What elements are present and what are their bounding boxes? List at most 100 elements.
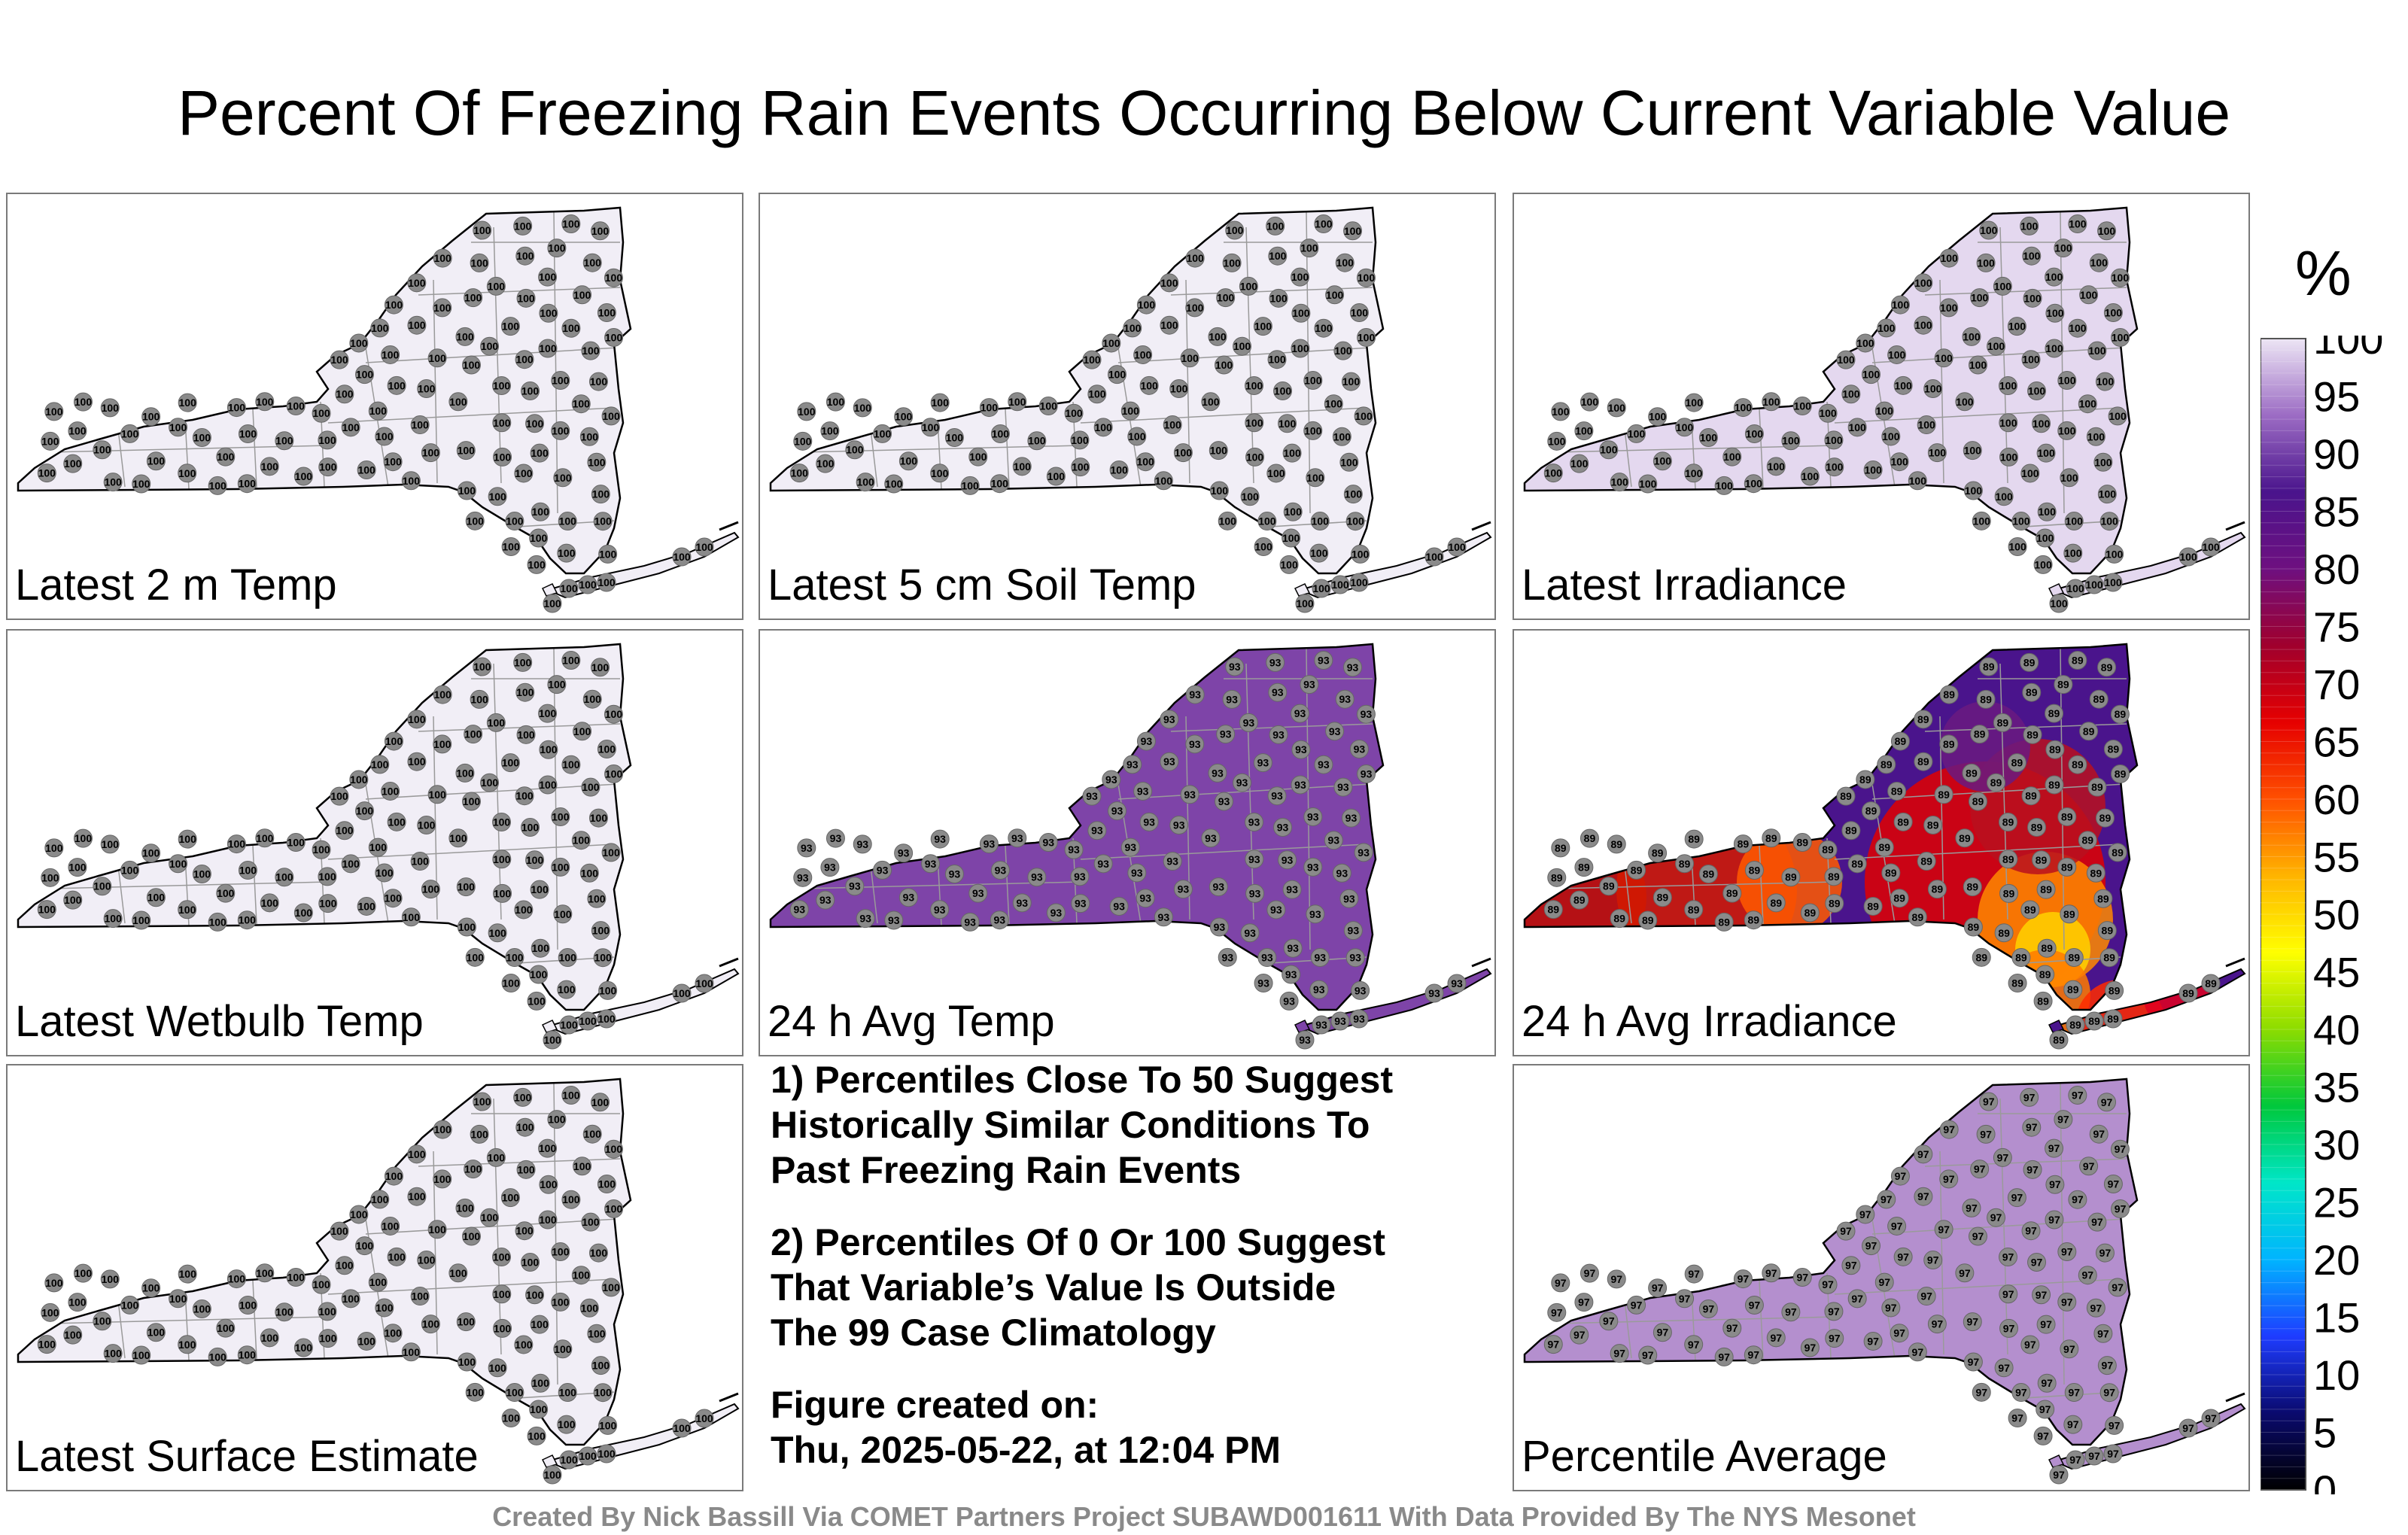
station-marker: 89 xyxy=(2068,651,2087,670)
station-marker: 100 xyxy=(501,536,521,556)
station-marker: 100 xyxy=(573,1157,592,1176)
station-marker: 93 xyxy=(1291,775,1310,795)
station-marker: 100 xyxy=(500,1188,520,1208)
station-value: 100 xyxy=(1909,475,1927,487)
station-value: 97 xyxy=(2011,1412,2023,1424)
station-value: 89 xyxy=(1859,774,1871,786)
station-value: 93 xyxy=(1074,871,1086,883)
station-marker: 93 xyxy=(1269,725,1288,744)
station-marker: 89 xyxy=(2103,739,2123,758)
station-value: 93 xyxy=(1348,925,1360,937)
station-value: 100 xyxy=(539,271,557,283)
map-panel-24h-avg-irradiance: 89 89 89 89 89 89 89 89 89 89 89 89 89 89 89 89 89 89 89 89… xyxy=(1513,629,2250,1056)
station-value: 100 xyxy=(1254,321,1272,333)
station-marker: 100 xyxy=(591,921,610,941)
station-value: 97 xyxy=(1829,1333,1841,1345)
station-marker: 100 xyxy=(238,424,257,443)
station-marker: 100 xyxy=(1309,543,1329,563)
station-value: 100 xyxy=(295,1342,313,1354)
station-marker: 93 xyxy=(1279,991,1299,1011)
station-value: 100 xyxy=(2050,597,2068,609)
station-value: 100 xyxy=(1266,220,1285,232)
station-value: 97 xyxy=(1972,1230,1984,1242)
station-value: 89 xyxy=(1796,837,1808,849)
station-marker: 100 xyxy=(275,1302,294,1322)
county-boundary xyxy=(1759,845,1764,925)
station-marker: 93 xyxy=(816,890,835,910)
station-marker: 100 xyxy=(968,447,988,467)
station-value: 100 xyxy=(554,472,572,484)
station-value: 93 xyxy=(1269,656,1282,668)
station-marker: 100 xyxy=(591,1093,610,1112)
station-marker: 89 xyxy=(1714,912,1734,932)
station-value: 100 xyxy=(330,790,348,802)
station-marker: 100 xyxy=(695,537,714,557)
station-value: 89 xyxy=(2112,847,2124,859)
station-marker: 100 xyxy=(2022,246,2042,266)
station-value: 100 xyxy=(573,834,591,847)
station-marker: 100 xyxy=(1278,414,1297,433)
station-value: 100 xyxy=(357,464,375,476)
station-value: 100 xyxy=(1181,352,1199,364)
station-value: 97 xyxy=(1688,1268,1700,1280)
station-marker: 93 xyxy=(1339,889,1359,908)
station-marker: 100 xyxy=(1881,427,1901,446)
station-value: 100 xyxy=(515,1339,533,1351)
station-marker: 89 xyxy=(2007,753,2026,773)
station-value: 100 xyxy=(1140,379,1158,391)
station-marker: 97 xyxy=(1744,1295,1764,1315)
station-value: 100 xyxy=(1285,506,1303,518)
station-value: 93 xyxy=(1257,757,1269,769)
station-value: 100 xyxy=(1306,472,1324,484)
station-marker: 100 xyxy=(1744,424,1764,443)
station-marker: 100 xyxy=(1800,467,1820,486)
station-value: 93 xyxy=(1111,805,1123,817)
fishers-island xyxy=(2225,1392,2245,1403)
station-value: 100 xyxy=(506,515,524,527)
station-marker: 100 xyxy=(530,880,549,899)
station-value: 100 xyxy=(1940,302,1958,314)
station-marker: 100 xyxy=(354,1236,374,1256)
station-marker: 100 xyxy=(529,528,549,548)
station-value: 97 xyxy=(2040,1318,2052,1330)
station-marker: 100 xyxy=(1354,406,1373,426)
station-value: 100 xyxy=(581,1302,599,1314)
station-marker: 100 xyxy=(516,1160,536,1179)
station-marker: 100 xyxy=(473,657,492,676)
station-value: 100 xyxy=(239,914,257,926)
station-value: 100 xyxy=(142,1282,160,1294)
station-value: 97 xyxy=(1796,1272,1808,1284)
station-value: 89 xyxy=(1657,892,1669,904)
station-value: 100 xyxy=(1202,396,1220,408)
station-marker: 100 xyxy=(260,1328,279,1348)
station-value: 100 xyxy=(342,421,360,433)
county-boundary xyxy=(252,409,257,488)
station-value: 100 xyxy=(2100,515,2118,527)
station-value: 93 xyxy=(1309,908,1321,920)
station-marker: 100 xyxy=(531,938,550,958)
station-marker: 100 xyxy=(2078,394,2097,414)
county-boundary xyxy=(327,843,615,860)
station-value: 100 xyxy=(93,444,111,456)
station-marker: 97 xyxy=(1543,1335,1563,1354)
station-value: 100 xyxy=(121,1299,139,1311)
station-value: 93 xyxy=(1345,812,1358,824)
station-marker: 100 xyxy=(1303,371,1323,391)
station-value: 100 xyxy=(992,427,1010,439)
station-value: 97 xyxy=(1703,1302,1715,1315)
station-value: 89 xyxy=(1943,688,1955,701)
station-marker: 89 xyxy=(2093,889,2113,908)
station-value: 97 xyxy=(2002,1251,2014,1263)
station-marker: 100 xyxy=(1324,394,1343,414)
station-marker: 100 xyxy=(448,392,468,412)
station-marker: 97 xyxy=(1610,1344,1629,1363)
station-value: 100 xyxy=(356,369,374,381)
station-marker: 89 xyxy=(1547,868,1567,887)
station-value: 100 xyxy=(2109,410,2127,422)
station-marker: 100 xyxy=(433,734,452,754)
station-value: 100 xyxy=(1160,277,1178,289)
station-value: 100 xyxy=(794,435,812,447)
station-marker: 100 xyxy=(930,464,950,483)
station-value: 89 xyxy=(2108,743,2120,755)
station-value: 89 xyxy=(2083,725,2095,737)
